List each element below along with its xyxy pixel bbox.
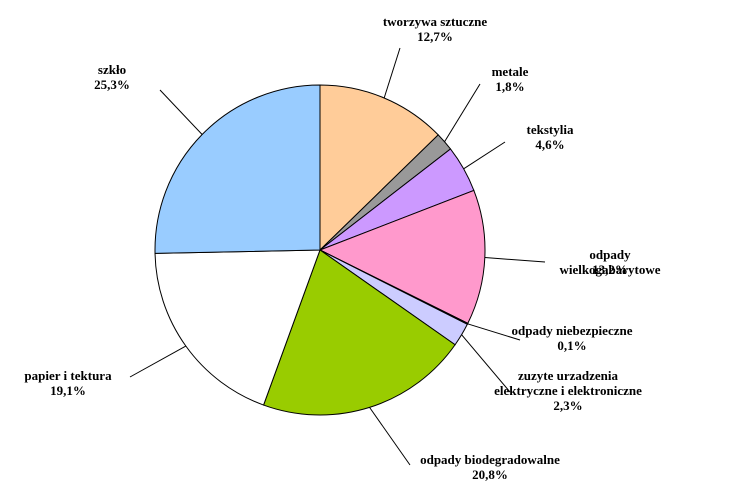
pie-slice xyxy=(319,84,439,252)
leader-line xyxy=(463,141,506,170)
slice-value: 19,1% xyxy=(50,383,86,398)
leader-line xyxy=(383,47,401,99)
slice-label: tekstylia xyxy=(526,122,574,137)
slice-value: 0,1% xyxy=(557,338,587,353)
slice-value: 2,3% xyxy=(553,398,583,413)
pie-slice xyxy=(154,84,321,254)
slice-label: zuzyte urzadzenia elektryczne i elektron… xyxy=(494,368,642,398)
leader-line xyxy=(461,334,511,393)
slice-label: odpady wielkogabarytowe xyxy=(559,247,661,277)
slice-value: 4,6% xyxy=(535,137,565,152)
pie-slice xyxy=(154,249,321,406)
pie-slice xyxy=(318,189,486,325)
slice-label: papier i tektura xyxy=(24,368,112,383)
slice-label: odpady niebezpieczne xyxy=(511,323,633,338)
leader-line xyxy=(369,407,411,466)
leader-line xyxy=(159,89,203,135)
pie-slice xyxy=(262,249,456,416)
leader-line xyxy=(129,345,187,378)
slice-value: 20,8% xyxy=(472,467,508,482)
leader-line xyxy=(484,257,546,263)
slice-label: metale xyxy=(491,64,529,79)
slice-value: 12,7% xyxy=(417,29,453,44)
slice-value: 25,3% xyxy=(94,77,130,92)
leader-line xyxy=(467,323,521,341)
leader-line xyxy=(444,83,481,143)
slice-value: 13,2% xyxy=(592,262,628,277)
slice-label: tworzywa sztuczne xyxy=(382,14,488,29)
slice-label: szkło xyxy=(97,62,127,77)
slice-label: odpady biodegradowalne xyxy=(420,452,560,467)
slice-value: 1,8% xyxy=(495,79,525,94)
